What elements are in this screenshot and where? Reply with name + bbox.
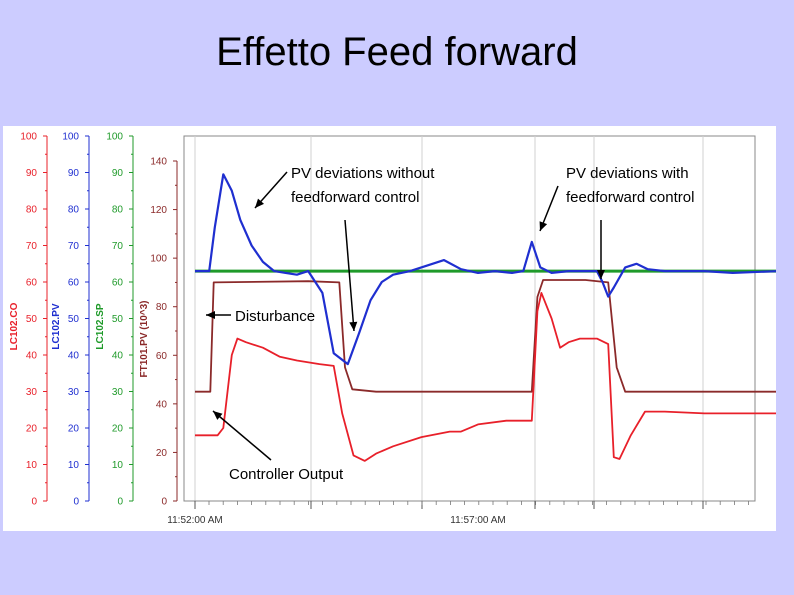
annotation-line: Disturbance (235, 308, 315, 325)
annotation-line: feedforward control (291, 189, 419, 206)
y-tick-label: 30 (68, 387, 80, 398)
annotation-text: PV deviations with feedforward control (566, 165, 694, 206)
y-tick-label: 90 (68, 168, 80, 179)
y-tick-label: 120 (150, 205, 167, 216)
annotations: PV deviations without feedforward control… (206, 165, 694, 483)
y-tick-label: 10 (68, 460, 80, 471)
y-tick-label: 100 (150, 254, 167, 265)
x-axis: 11:52:00 AM 11:57:00 AM (167, 500, 755, 526)
y-axis-ft: 0 20 40 60 80 100 120 140 FT101.PV (10^3) (139, 157, 178, 508)
chart-frame: 0 10 20 30 40 50 60 70 80 90 100 LC102.CO 0 10 20 30 40 5… (3, 126, 779, 531)
y-axis-title: LC102.CO (9, 302, 20, 350)
arrow-pv-without-1-head (255, 198, 264, 208)
annotation-text: Disturbance (235, 308, 315, 325)
y-tick-label: 60 (68, 278, 80, 289)
y-axis-co: 0 10 20 30 40 50 60 70 80 90 100 LC102.CO (9, 132, 48, 508)
y-axis-title: LC102.SP (95, 303, 106, 349)
y-tick-label: 10 (26, 460, 38, 471)
trend-chart: 0102030405060708090100LC102.CO0102030405… (9, 132, 779, 526)
y-tick-label: 40 (26, 351, 38, 362)
y-tick-label: 30 (112, 387, 124, 398)
arrow-pv-with-1-head (539, 221, 548, 231)
y-tick-label: 70 (112, 241, 124, 252)
y-tick-label: 20 (112, 424, 124, 435)
series-pv (195, 173, 779, 366)
x-tick-label: 11:57:00 AM (450, 515, 505, 526)
annotation-line: Controller Output (229, 466, 344, 483)
y-tick-label: 40 (68, 351, 80, 362)
y-tick-label: 100 (62, 132, 79, 143)
y-tick-label: 90 (26, 168, 38, 179)
y-tick-label: 40 (112, 351, 124, 362)
y-axis-title: FT101.PV (10^3) (139, 301, 150, 378)
y-tick-label: 140 (150, 157, 167, 168)
y-axis-title: LC102.PV (51, 303, 62, 349)
y-tick-label: 80 (112, 205, 124, 216)
series-ft (195, 279, 778, 393)
x-tick-label: 11:52:00 AM (167, 515, 222, 526)
slide-title: Effetto Feed forward (216, 30, 578, 74)
y-tick-label: 50 (68, 314, 80, 325)
y-axis-pv: 0 10 20 30 40 50 60 70 80 90 100 LC102.PV (51, 132, 90, 508)
series-co (195, 291, 778, 462)
y-tick-label: 100 (20, 132, 37, 143)
y-tick-label: 40 (156, 399, 168, 410)
y-tick-label: 0 (73, 497, 79, 508)
y-tick-label: 60 (26, 278, 38, 289)
arrow-controller-output-line (212, 410, 272, 461)
arrow-pv-with-2-head (597, 270, 605, 279)
y-tick-label: 60 (156, 351, 168, 362)
y-tick-label: 80 (156, 302, 168, 313)
y-tick-label: 70 (68, 241, 80, 252)
annotation-line: PV deviations with (566, 165, 689, 182)
annotation-line: feedforward control (566, 189, 694, 206)
y-tick-label: 20 (68, 424, 80, 435)
y-tick-label: 50 (26, 314, 38, 325)
y-tick-label: 0 (31, 497, 37, 508)
y-tick-label: 50 (112, 314, 124, 325)
annotation-text: Controller Output (229, 466, 344, 483)
y-tick-label: 100 (106, 132, 123, 143)
plot-area (183, 135, 756, 502)
arrow-pv-without-2-line (344, 219, 355, 332)
arrow-controller-output-head (213, 411, 223, 420)
y-tick-label: 20 (26, 424, 38, 435)
y-tick-label: 60 (112, 278, 124, 289)
y-tick-label: 80 (68, 205, 80, 216)
annotation-line: PV deviations without (291, 165, 435, 182)
y-tick-label: 80 (26, 205, 38, 216)
y-tick-label: 10 (112, 460, 124, 471)
annotation-text: PV deviations without feedforward control (291, 165, 435, 206)
arrow-disturbance-head (206, 311, 215, 319)
y-tick-label: 20 (156, 448, 168, 459)
y-tick-label: 30 (26, 387, 38, 398)
y-tick-label: 90 (112, 168, 124, 179)
y-tick-label: 0 (161, 497, 167, 508)
y-tick-label: 70 (26, 241, 38, 252)
arrow-pv-without-2-head (349, 321, 358, 331)
y-tick-label: 0 (117, 497, 123, 508)
y-axis-sp: 0 10 20 30 40 50 60 70 80 90 100 LC102.SP (95, 132, 134, 508)
